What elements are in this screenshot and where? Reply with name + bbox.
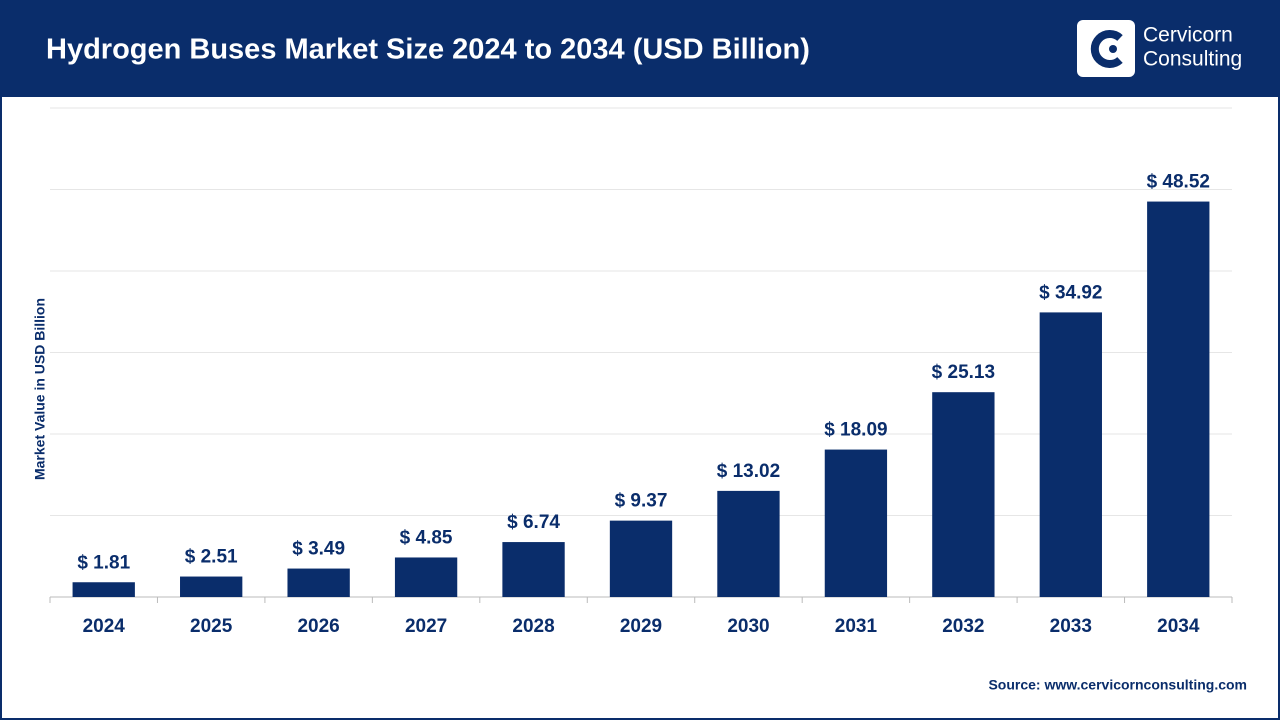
x-tick-label: 2029 [620, 616, 662, 637]
data-label: $ 13.02 [717, 461, 780, 482]
bar [1039, 312, 1102, 597]
bar [394, 557, 458, 597]
source: Source: www.cervicornconsulting.com [988, 677, 1247, 693]
bar [502, 542, 565, 597]
bar [180, 576, 243, 597]
x-tick-label: 2028 [512, 616, 554, 637]
logo-box [1077, 20, 1135, 77]
bar [609, 520, 673, 597]
data-label: $ 3.49 [292, 539, 345, 560]
logo: Cervicorn Consulting [1077, 20, 1242, 77]
data-label: $ 25.13 [932, 362, 995, 383]
logo-dot [1109, 45, 1117, 53]
x-tick-label: 2027 [405, 616, 447, 637]
x-tick-label: 2026 [297, 616, 339, 637]
header-bar [0, 0, 1280, 97]
x-tick-label: 2025 [190, 616, 233, 637]
data-label: $ 48.52 [1147, 172, 1210, 193]
chart-title: Hydrogen Buses Market Size 2024 to 2034 … [46, 34, 810, 66]
x-tick-label: 2033 [1050, 616, 1092, 637]
logo-icon [1090, 30, 1123, 68]
x-tick-label: 2032 [942, 616, 984, 637]
x-tick-label: 2034 [1157, 616, 1200, 637]
y-axis-label: Market Value in USD Billion [32, 298, 48, 480]
data-label: $ 6.74 [507, 512, 560, 533]
bar [932, 392, 995, 597]
bar [287, 568, 350, 597]
logo-text: Consulting [1143, 48, 1242, 71]
x-tick-label: 2031 [835, 616, 878, 637]
x-tick-label: 2030 [727, 616, 769, 637]
data-label: $ 9.37 [615, 491, 668, 512]
bar [824, 449, 888, 597]
bar [717, 490, 780, 597]
data-label: $ 2.51 [185, 547, 238, 568]
data-label: $ 4.85 [400, 527, 453, 548]
bar [1147, 201, 1210, 597]
bar [72, 582, 135, 597]
data-label: $ 1.81 [77, 552, 130, 573]
data-label: $ 34.92 [1039, 282, 1102, 303]
x-tick-label: 2024 [83, 616, 126, 637]
logo-text: Cervicorn [1143, 24, 1233, 47]
data-label: $ 18.09 [824, 420, 887, 441]
